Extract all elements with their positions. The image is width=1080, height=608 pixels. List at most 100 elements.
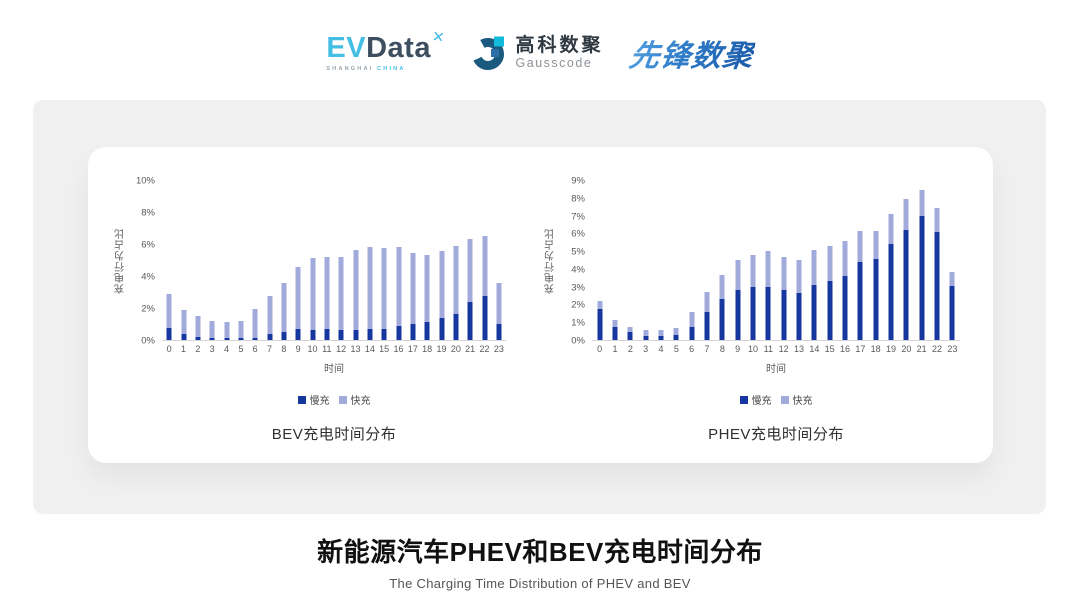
stacked-bar (811, 250, 817, 340)
bar-segment (439, 251, 444, 319)
stacked-bar (934, 208, 940, 340)
stacked-bar (719, 275, 725, 340)
y-tick-label: 4% (571, 264, 585, 276)
gausscode-cn-text: 高科数聚 (515, 34, 604, 56)
legend-swatch (297, 395, 306, 404)
x-tick-label: 21 (465, 344, 476, 354)
bar-segment (857, 261, 863, 340)
x-tick-label: 14 (809, 344, 820, 354)
stacked-bar (224, 322, 229, 340)
stacked-bar (597, 300, 603, 340)
bar-segment (627, 332, 633, 340)
plot-area (162, 181, 506, 341)
stacked-bar (166, 294, 172, 340)
x-tick-label: 7 (704, 344, 710, 354)
bar-segment (643, 335, 649, 340)
x-axis: 0 1 2 3 4 5 6 7 8 9 10 11 12 13 14 15 16 17 18 19 20 21 22 23 (592, 343, 960, 356)
xianfeng-logo: 先锋数聚 (626, 31, 756, 75)
phev-chart-caption: PHEV充电时间分布 (708, 426, 844, 443)
phev-axis-plot-row: 充电行为占比 0% 1% 2% 3% 4% 5% 6% 7% 8% 9% (544, 176, 960, 347)
x-tick-label: 8 (281, 344, 287, 354)
evdata-ev-text: EV (326, 32, 367, 64)
stacked-bar (310, 257, 315, 340)
x-tick-label: 20 (450, 344, 461, 354)
bev-chart-caption: BEV充电时间分布 (271, 426, 397, 443)
phev-chart: 充电行为占比 0% 1% 2% 3% 4% 5% 6% 7% 8% 9% 0 1 2 3 4 5 6 7 8 9 10… (544, 176, 960, 444)
bev-chart: 充电行为占比 0% 2% 4% 6% 8% 10% 0 1 2 3 4 5 6 7 8 9 10 11 12 13 1… (114, 176, 506, 444)
bar-segment (195, 336, 201, 340)
stacked-bar (903, 198, 909, 340)
bar-segment (224, 338, 229, 340)
bar-segment (324, 256, 330, 329)
x-tick-label: 3 (209, 344, 215, 354)
x-tick-label: 0 (597, 344, 603, 354)
x-tick-label: 10 (307, 344, 318, 354)
stacked-bar (467, 239, 473, 340)
x-tick-label: 11 (322, 344, 332, 354)
chart-card: 充电行为占比 0% 2% 4% 6% 8% 10% 0 1 2 3 4 5 6 7 8 9 10 11 12 13 1… (88, 147, 993, 463)
x-tick-label: 9 (735, 344, 741, 354)
stacked-bar (612, 319, 618, 340)
bar-segment (934, 231, 940, 340)
bar-segment (324, 328, 330, 340)
x-tick-label: 19 (885, 344, 897, 354)
x-tick-label: 18 (870, 344, 881, 354)
bar-segment (873, 259, 879, 340)
legend: 慢充 快充 (544, 392, 960, 407)
bar-segment (673, 334, 679, 340)
stacked-bar (424, 255, 430, 340)
gausscode-logo: 高科数聚 Gausscode (471, 35, 604, 71)
bar-segment (796, 260, 802, 293)
bev-axis-plot-row: 充电行为占比 0% 2% 4% 6% 8% 10% (114, 176, 506, 347)
stacked-bar (888, 213, 894, 340)
evdata-shanghai-text: SHANGHAI (326, 66, 374, 72)
x-tick-label: 18 (422, 344, 433, 354)
bar-segment (267, 334, 272, 340)
bar-segment (643, 330, 649, 336)
stacked-bar (195, 316, 201, 340)
bar-segment (735, 290, 741, 340)
bar-segment (482, 296, 487, 340)
gausscode-en-text: Gausscode (515, 55, 593, 70)
bar-segment (353, 329, 358, 340)
bar-segment (796, 292, 802, 340)
gray-panel: 充电行为占比 0% 2% 4% 6% 8% 10% 0 1 2 3 4 5 6 7 8 9 10 11 12 13 1… (33, 100, 1046, 514)
bar-segment (903, 229, 909, 340)
bar-segment (295, 328, 301, 340)
x-tick-label: 10 (747, 344, 759, 354)
bar-segment (689, 311, 695, 327)
x-tick-label: 23 (947, 344, 958, 354)
bar-segment (765, 251, 771, 287)
stacked-bar (496, 283, 502, 340)
legend-label: 慢充 (751, 396, 772, 407)
bar-segment (181, 334, 186, 340)
stacked-bar (281, 283, 287, 340)
x-tick-label: 20 (901, 344, 912, 354)
stacked-bar (704, 292, 710, 340)
x-tick-label: 19 (436, 344, 447, 354)
bar-segment (338, 256, 344, 331)
x-tick-label: 22 (479, 344, 490, 354)
bar-segment (467, 301, 473, 340)
x-tick-label: 15 (824, 344, 835, 354)
bar-segment (627, 326, 633, 332)
y-tick-label: 8% (141, 207, 155, 219)
bar-segment (750, 286, 756, 340)
bar-segment (367, 328, 373, 340)
stacked-bar (396, 247, 401, 340)
bar-segment (424, 322, 430, 340)
bar-segment (888, 244, 894, 340)
bar-segment (719, 275, 725, 300)
x-tick-label: 21 (916, 344, 927, 354)
bar-segment (827, 245, 833, 282)
bar-segment (410, 324, 416, 340)
bar-segment (658, 335, 664, 340)
bar-segment (195, 316, 201, 337)
bar-segment (295, 267, 301, 329)
stacked-bar (353, 250, 358, 340)
bar-segment (238, 320, 244, 339)
evdata-data-text: Data (366, 32, 431, 64)
evdata-subtitle: SHANGHAI CHINA (326, 66, 405, 72)
bar-segment (903, 198, 909, 230)
